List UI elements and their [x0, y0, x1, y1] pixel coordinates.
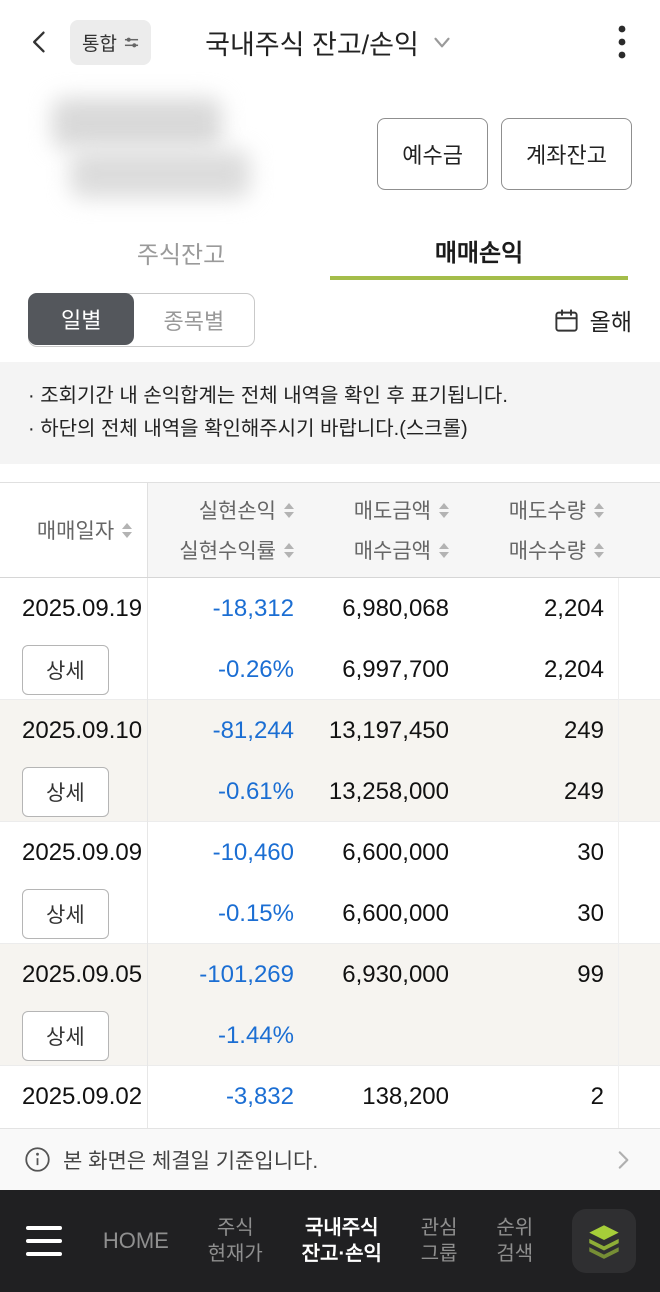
detail-button[interactable]: 상세 [22, 644, 109, 695]
realized-rate: -0.15% [217, 899, 294, 927]
header-pl: 실현손익 실현수익률 [148, 483, 308, 577]
sell-amount: 6,980,068 [342, 594, 449, 622]
segment-daily[interactable]: 일별 [28, 293, 135, 345]
realized-pl: -101,269 [199, 960, 294, 988]
table-row: 2025.09.09 상세 -10,460 -0.15% 6,600,000 6… [0, 822, 660, 944]
account-balance-button[interactable]: 계좌잔고 [501, 118, 632, 190]
app-bar: 통합 국내주식 잔고/손익 [0, 0, 660, 84]
pl-table: 매매일자 실현손익 실현수익률 매도금액 매수금액 매도수량 매수수량 2025… [0, 482, 660, 1188]
buy-amount: 6,997,700 [342, 655, 449, 683]
buy-qty: 249 [563, 777, 604, 805]
footer-notice-text: 본 화면은 체결일 기준입니다. [63, 1149, 319, 1173]
sort-icon[interactable] [439, 502, 449, 518]
realized-rate: -0.26% [217, 655, 294, 683]
sort-icon[interactable] [284, 502, 294, 518]
sort-icon[interactable] [594, 542, 604, 558]
filter-row: 일별 종목별 올해 [0, 288, 660, 352]
calendar-icon [555, 308, 578, 332]
row-filler [618, 944, 660, 1066]
realized-pl: -81,244 [212, 716, 294, 744]
menu-icon[interactable] [24, 1220, 64, 1262]
nav-domestic-balance-pl[interactable]: 국내주식 잔고·손익 [301, 1217, 382, 1265]
sort-icon[interactable] [284, 542, 294, 558]
buy-qty: 30 [577, 899, 604, 927]
sell-qty: 99 [577, 960, 604, 988]
more-menu-icon[interactable] [604, 22, 640, 62]
buy-qty [463, 1005, 618, 1066]
buy-amount [308, 1005, 463, 1066]
sell-qty: 249 [563, 716, 604, 744]
info-icon [25, 1147, 50, 1172]
back-icon[interactable] [20, 22, 60, 62]
view-mode-segment: 일별 종목별 [28, 293, 256, 347]
table-row: 2025.09.05 상세 -101,269 -1.44% 6,930,000 … [0, 944, 660, 1066]
sell-amount: 13,197,450 [328, 716, 449, 744]
page-title: 국내주식 잔고/손익 [205, 29, 419, 60]
detail-button[interactable]: 상세 [22, 1010, 109, 1061]
segment-by-stock[interactable]: 종목별 [163, 309, 225, 334]
sell-qty: 30 [577, 838, 604, 866]
sell-qty: 2,204 [543, 594, 604, 622]
nav-stock-price[interactable]: 주식 현재가 [207, 1217, 263, 1265]
header-qty: 매도수량 매수수량 [463, 483, 618, 577]
sort-icon[interactable] [439, 542, 449, 558]
notice-box: · 조회기간 내 손익합계는 전체 내역을 확인 후 표기됩니다. · 하단의 … [0, 362, 660, 464]
header-date[interactable]: 매매일자 [0, 483, 148, 577]
app-logo[interactable] [571, 1209, 636, 1273]
layers-icon [589, 1225, 619, 1259]
row-filler [618, 578, 660, 700]
trade-date: 2025.09.10 [22, 716, 143, 744]
notice-line-2: · 하단의 전체 내역을 확인해주시기 바랍니다.(스크롤) [28, 418, 468, 440]
tab-stock-balance[interactable]: 주식잔고 [136, 241, 226, 269]
bottom-nav: HOME 주식 현재가 국내주식 잔고·손익 관심 그룹 순위 검색 [0, 1190, 660, 1292]
notice-line-1: · 조회기간 내 손익합계는 전체 내역을 확인 후 표기됩니다. [28, 385, 508, 407]
row-filler [618, 822, 660, 944]
buy-amount: 13,258,000 [328, 777, 449, 805]
nav-watchlist[interactable]: 관심 그룹 [420, 1217, 458, 1265]
trade-date: 2025.09.02 [22, 1082, 143, 1110]
table-header: 매매일자 실현손익 실현수익률 매도금액 매수금액 매도수량 매수수량 [0, 482, 660, 578]
header-amount: 매도금액 매수금액 [308, 483, 463, 577]
sort-icon[interactable] [122, 522, 133, 538]
badge-menu-icon [124, 37, 139, 47]
nav-home[interactable]: HOME [102, 1227, 169, 1253]
trade-date: 2025.09.09 [22, 838, 143, 866]
row-filler [618, 1066, 660, 1188]
deposit-button[interactable]: 예수금 [377, 118, 489, 190]
realized-rate: -0.61% [217, 777, 294, 805]
account-type-badge[interactable]: 통합 [70, 19, 151, 65]
account-number-redacted [70, 150, 250, 198]
chevron-down-icon[interactable] [429, 29, 455, 55]
period-label: 올해 [589, 309, 632, 335]
realized-rate: -1.44% [217, 1021, 294, 1049]
trade-date: 2025.09.19 [22, 594, 143, 622]
realized-pl: -10,460 [212, 838, 294, 866]
realized-pl: -18,312 [212, 594, 294, 622]
row-filler [618, 700, 660, 822]
buy-qty: 2,204 [543, 655, 604, 683]
buy-amount: 6,600,000 [342, 899, 449, 927]
sort-icon[interactable] [594, 502, 604, 518]
tab-bar: 주식잔고 매매손익 [0, 224, 660, 280]
badge-label: 통합 [82, 33, 117, 55]
account-name-redacted [52, 98, 222, 148]
table-body: 2025.09.19 상세 -18,312 -0.26% 6,980,068 6… [0, 578, 660, 1188]
realized-pl: -3,832 [225, 1082, 294, 1110]
nav-ranking-search[interactable]: 순위 검색 [496, 1217, 534, 1265]
sell-qty: 2 [590, 1082, 604, 1110]
chevron-right-icon [618, 1150, 629, 1169]
account-section: 예수금 계좌잔고 [0, 84, 660, 224]
detail-button[interactable]: 상세 [22, 766, 109, 817]
tab-trade-pl[interactable]: 매매손익 [330, 224, 628, 280]
table-row: 2025.09.19 상세 -18,312 -0.26% 6,980,068 6… [0, 578, 660, 700]
trade-date: 2025.09.05 [22, 960, 143, 988]
table-row: 2025.09.10 상세 -81,244 -0.61% 13,197,450 … [0, 700, 660, 822]
sell-amount: 138,200 [362, 1082, 449, 1110]
period-selector[interactable]: 올해 [553, 303, 632, 337]
footer-notice-bar[interactable]: 본 화면은 체결일 기준입니다. [0, 1128, 660, 1190]
sell-amount: 6,930,000 [342, 960, 449, 988]
detail-button[interactable]: 상세 [22, 888, 109, 939]
sell-amount: 6,600,000 [342, 838, 449, 866]
